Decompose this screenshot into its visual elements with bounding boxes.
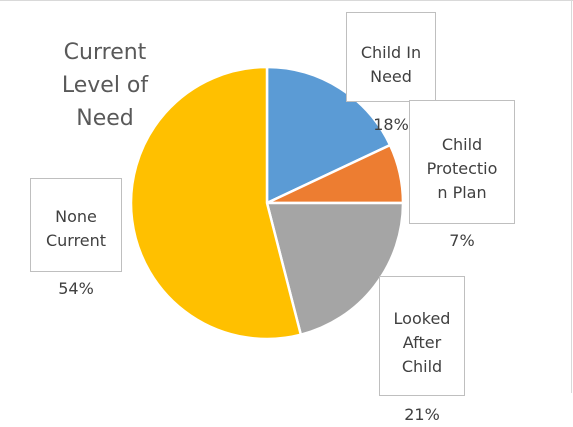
data-label-child-protection-plan: Child Protectio n Plan 7% (409, 100, 515, 250)
chart-title: Current Level of Need (61, 40, 149, 131)
data-label-child-in-need: Child In Need 18% (346, 12, 436, 134)
slice-value-text: 7% (449, 231, 475, 250)
slice-label-text: None Current (45, 207, 107, 250)
pie-svg (129, 65, 405, 341)
pie-slice-0 (265, 65, 392, 205)
slice-label-text: Child In Need (360, 43, 422, 86)
data-label-looked-after-child: Looked After Child 21% (379, 276, 465, 424)
chart-border-right (571, 0, 572, 393)
chart-border-top (0, 0, 573, 1)
pie-slice-2 (265, 201, 405, 337)
data-label-none-current: None Current 54% (30, 178, 122, 298)
slice-value-text: 18% (373, 115, 409, 134)
slice-value-text: 54% (58, 279, 94, 298)
pie-slice-3 (129, 65, 303, 341)
slice-label-text: Child Protectio n Plan (426, 135, 498, 202)
slice-value-text: 21% (404, 405, 440, 424)
slice-label-text: Looked After Child (393, 309, 451, 376)
